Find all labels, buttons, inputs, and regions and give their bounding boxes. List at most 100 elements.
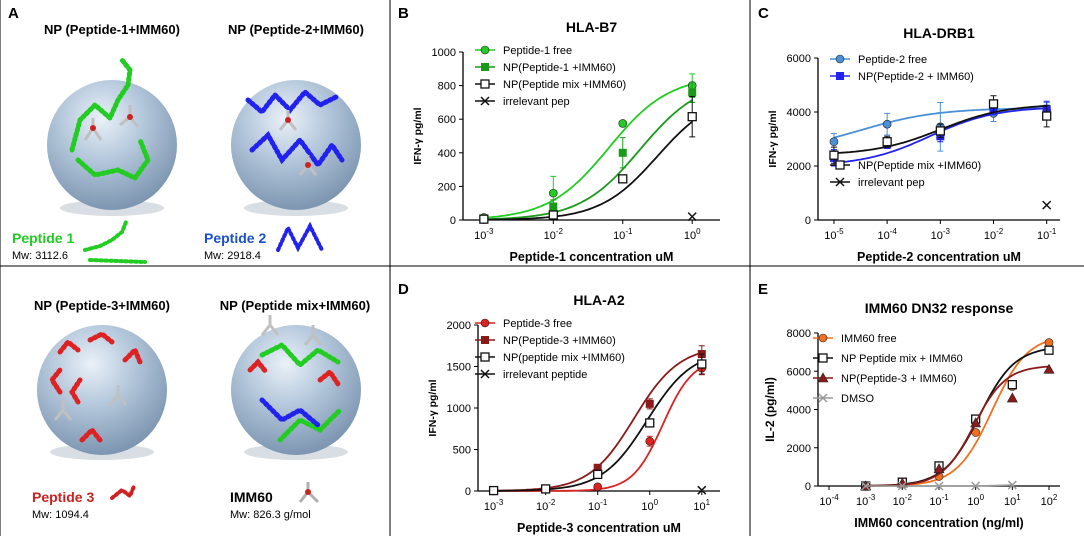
tick-base: 10 [893, 496, 905, 508]
x-tick-label: 102 [1041, 493, 1058, 508]
data-point [1007, 480, 1017, 490]
y-tick-label: 0 [805, 215, 811, 227]
peptide2-chain [245, 88, 341, 116]
y-axis-label: IL-2 (pg/ml) [763, 377, 777, 442]
x-tick-label: 10-4 [877, 227, 897, 242]
legend-marker [818, 353, 828, 363]
npmix-title: NP (Peptide mix+IMM60) [220, 298, 370, 313]
peptide3-name: Peptide 3 [32, 489, 94, 505]
tick-exponent: -1 [600, 498, 608, 507]
legend-label: NP(Peptide mix +IMM60) [503, 79, 626, 91]
tick-base: 10 [1004, 496, 1016, 508]
data-point [688, 88, 697, 97]
series-3 [1042, 200, 1052, 210]
legend-label: NP(peptide mix +IMM60) [503, 352, 625, 364]
x-axis-label: Peptide-3 concentration uM [517, 521, 681, 535]
tick-base: 10 [613, 230, 625, 242]
data-point [1044, 338, 1054, 347]
data-point [548, 188, 558, 198]
np3-title: NP (Peptide-3+IMM60) [34, 298, 170, 313]
tick-base: 10 [641, 501, 653, 513]
legend-marker [480, 45, 490, 55]
data-point [645, 418, 655, 428]
series-2 [829, 95, 1052, 164]
y-tick-label: 600 [438, 114, 456, 126]
tick-exponent: -3 [943, 227, 951, 236]
tick-base: 10 [588, 501, 600, 513]
tick-base: 10 [824, 230, 836, 242]
legend-label: irrelevant peptide [503, 369, 587, 381]
x-tick-label: 10-1 [613, 227, 633, 242]
panel-a: A NP (Peptide-1+IMM60) NP (Peptide-2+IMM… [8, 5, 370, 521]
tick-exponent: -1 [625, 227, 633, 236]
chart-title: IMM60 DN32 response [865, 300, 1014, 316]
tick-exponent: -5 [837, 227, 845, 236]
tick-base: 10 [819, 496, 831, 508]
data-point [618, 119, 628, 128]
tick-base: 10 [474, 230, 486, 242]
legend-label: irrelevant pep [858, 177, 925, 189]
y-tick-label: 200 [438, 181, 456, 193]
legend-marker [480, 352, 490, 362]
data-point [829, 150, 839, 160]
x-tick-label: 10-1 [588, 498, 608, 513]
legend-label: NP(Peptide-2 + IMM60) [858, 71, 974, 83]
data-point [934, 481, 944, 491]
series-3 [687, 212, 697, 222]
data-point [1044, 345, 1054, 355]
legend-marker [835, 160, 845, 170]
y-tick-label: 1500 [447, 362, 471, 374]
legend: Peptide-3 free NP(Peptide-3 +IMM60) NP(pep… [475, 318, 625, 381]
legend-marker [481, 336, 489, 344]
tick-exponent: -3 [868, 493, 876, 502]
x-tick-label: 101 [1004, 493, 1021, 508]
y-axis-label: IFN-γ pg/ml [767, 110, 779, 167]
tick-exponent: 1 [1016, 493, 1021, 502]
data-point [645, 399, 654, 408]
y-tick-label: 1000 [447, 403, 471, 415]
chart-title: HLA-B7 [566, 19, 618, 35]
peptide3-mw: Mw: 1094.4 [32, 509, 89, 521]
tick-base: 10 [967, 496, 979, 508]
data-point [988, 99, 999, 109]
legend-marker [835, 177, 845, 187]
tick-exponent: 0 [980, 493, 985, 502]
tick-exponent: -1 [942, 493, 950, 502]
x-tick-label: 10-1 [1037, 227, 1057, 242]
panel-label: B [398, 5, 409, 22]
data-point [971, 481, 981, 491]
y-tick-label: 4000 [787, 405, 811, 417]
y-tick-label: 0 [805, 481, 811, 493]
imm60-name: IMM60 [230, 489, 273, 505]
series-2 [488, 353, 707, 496]
legend-label: NP Peptide mix + IMM60 [841, 353, 963, 365]
tick-base: 10 [931, 230, 943, 242]
data-point [882, 119, 892, 129]
peptide3-chains [48, 331, 143, 443]
tick-base: 10 [536, 501, 548, 513]
tick-base: 10 [544, 230, 556, 242]
data-point [479, 214, 489, 224]
tick-base: 10 [856, 496, 868, 508]
fit-curve [483, 83, 693, 219]
legend-marker [480, 369, 490, 379]
tick-base: 10 [1037, 230, 1049, 242]
tick-exponent: 0 [696, 227, 701, 236]
y-tick-label: 0 [465, 486, 471, 498]
x-tick-label: 10-2 [984, 227, 1004, 242]
tick-base: 10 [693, 501, 705, 513]
tick-exponent: -2 [996, 227, 1004, 236]
x-tick-label: 10-3 [484, 498, 504, 513]
data-point [541, 484, 551, 494]
tick-exponent: 2 [1053, 493, 1058, 502]
y-tick-label: 4000 [787, 107, 811, 119]
data-point [1007, 379, 1017, 390]
x-tick-label: 10-5 [824, 227, 844, 242]
npmix-sphere [231, 315, 361, 460]
x-tick-label: 100 [967, 493, 984, 508]
imm60-mw: Mw: 826.3 g/mol [230, 509, 311, 521]
legend-marker [480, 318, 490, 328]
